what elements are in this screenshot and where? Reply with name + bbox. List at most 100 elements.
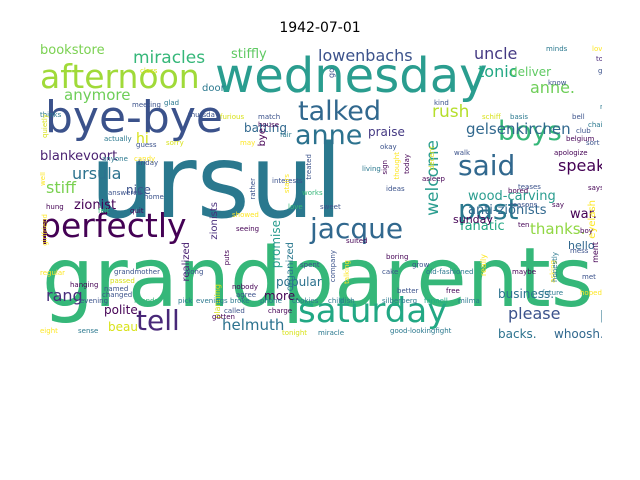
word: regular: [40, 269, 66, 277]
word: works: [302, 189, 323, 197]
word: quit: [130, 207, 144, 215]
word: more.: [264, 289, 299, 303]
word: organized: [285, 242, 296, 292]
word: meeting: [132, 101, 162, 109]
word: fair: [280, 131, 292, 139]
word: asleep: [422, 175, 445, 183]
word: ursula: [72, 164, 122, 183]
word: says: [588, 184, 602, 192]
word: nice: [126, 183, 151, 197]
word: sweet: [320, 203, 341, 211]
word: felt: [98, 207, 110, 215]
word: helmuth: [222, 316, 285, 334]
word: go: [327, 68, 336, 78]
word: backs.: [498, 327, 537, 341]
word: miracle: [318, 329, 345, 337]
word: say: [552, 201, 565, 209]
word: agree: [236, 291, 257, 299]
word: quietly: [41, 114, 49, 138]
word: ursul: [90, 123, 343, 242]
word: match: [258, 113, 281, 121]
word: guess: [136, 141, 157, 149]
word: cookies: [292, 297, 319, 305]
word: stiff: [46, 178, 77, 197]
word: showed: [232, 211, 259, 219]
word: going: [598, 67, 602, 75]
word-cloud: ursul grandparents wednesday bye-bye aft…: [40, 42, 602, 342]
word: really: [479, 254, 488, 277]
word: praise: [368, 125, 405, 139]
word: evenings: [196, 297, 228, 305]
word: class: [140, 67, 158, 75]
word: stairs: [283, 174, 291, 194]
word: ideas: [386, 185, 405, 193]
word: maybe: [512, 268, 537, 276]
word: speak: [558, 156, 602, 175]
word: gelsenkirchen: [466, 120, 571, 138]
word: blankevoort: [40, 149, 118, 164]
word: glad: [164, 99, 180, 107]
word: nobody: [232, 283, 259, 291]
word: today: [403, 154, 411, 174]
word: sort: [586, 139, 600, 147]
word: pick: [178, 297, 193, 305]
word: stiffly: [231, 47, 267, 62]
word: door: [202, 83, 225, 94]
word: tonic: [478, 62, 518, 81]
word: bell: [572, 113, 585, 121]
word: interests: [272, 177, 303, 185]
word: eight: [40, 327, 58, 335]
word: said: [458, 149, 516, 182]
word: loved: [592, 45, 602, 53]
word: thursday: [188, 111, 220, 119]
word: tell: [136, 304, 180, 337]
word: along: [184, 268, 204, 276]
word: thinks: [40, 111, 62, 119]
word: girlfriend: [41, 214, 49, 246]
word: anymore: [64, 86, 131, 104]
word: tonight: [282, 329, 308, 337]
word: better: [397, 287, 419, 295]
word: honestly: [551, 252, 559, 282]
word: hoped: [580, 289, 602, 297]
word: need: [600, 104, 602, 111]
word: promise: [269, 220, 283, 269]
word: ment: [591, 242, 600, 263]
word: deliver: [510, 65, 552, 79]
word: home: [144, 193, 164, 201]
word: house: [258, 121, 280, 129]
word: fanatic: [460, 219, 505, 234]
word: talking: [343, 260, 351, 284]
word: war.: [570, 207, 597, 222]
word: okay: [380, 143, 397, 151]
word: answered: [108, 189, 142, 197]
word: boys: [498, 116, 562, 147]
word: called: [224, 307, 245, 315]
word: actually: [104, 135, 132, 143]
word: cake: [382, 268, 399, 276]
word: rather: [249, 178, 257, 200]
word: evening: [80, 297, 109, 305]
word: love: [288, 203, 303, 211]
word: silberberg: [382, 297, 418, 305]
word: rang: [46, 286, 83, 305]
word: milma: [458, 297, 480, 305]
word: anne.: [530, 78, 576, 97]
word: living: [362, 165, 381, 173]
word: afternoon: [40, 57, 200, 96]
word: sign: [381, 160, 389, 175]
word: treated: [305, 154, 313, 180]
word: reasons: [510, 201, 538, 209]
word: miracles: [133, 48, 206, 68]
word: sorry: [166, 139, 184, 147]
word: may: [240, 139, 256, 147]
word: decent: [428, 146, 436, 171]
word: free: [446, 287, 460, 295]
word: hanging: [70, 281, 99, 289]
word: past: [458, 193, 519, 226]
word: mess: [570, 247, 589, 255]
word: wednesday: [215, 48, 488, 104]
word: boring: [386, 253, 409, 261]
word: perfectly: [40, 206, 187, 245]
word: puts: [223, 250, 231, 266]
